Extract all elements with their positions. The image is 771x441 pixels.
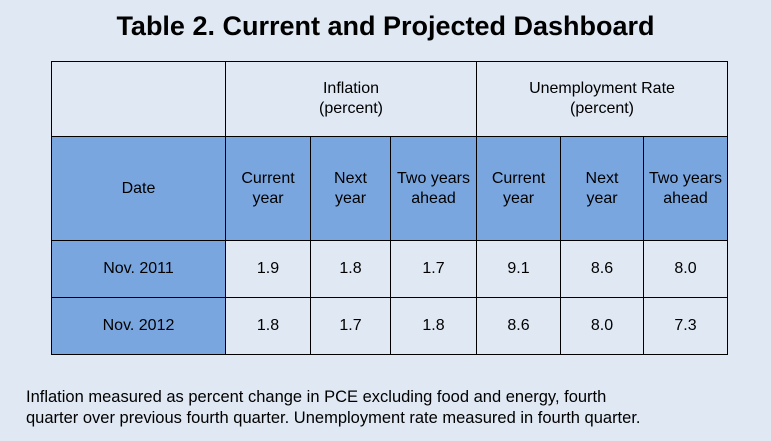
table-cell: 1.9 — [225, 240, 311, 298]
group-header-inflation: Inflation (percent) — [225, 61, 477, 137]
subheader-row: Date Current year Next year Two years ah… — [51, 136, 728, 241]
row-date: Nov. 2011 — [51, 240, 226, 298]
table-row: Nov. 2011 1.9 1.8 1.7 9.1 8.6 8.0 — [51, 240, 728, 298]
table-cell: 9.1 — [476, 240, 561, 298]
table-cell: 8.0 — [560, 297, 644, 355]
page-title: Table 2. Current and Projected Dashboard — [116, 11, 655, 41]
table-row: Nov. 2012 1.8 1.7 1.8 8.6 8.0 7.3 — [51, 297, 728, 355]
table-cell: 1.8 — [310, 240, 391, 298]
group-header-unemployment: Unemployment Rate (percent) — [476, 61, 728, 137]
corner-cell — [51, 61, 226, 137]
subheader-inflation-two-years: Two years ahead — [390, 136, 477, 241]
subheader-inflation-next: Next year — [310, 136, 391, 241]
table-cell: 8.6 — [476, 297, 561, 355]
table-cell: 1.8 — [225, 297, 311, 355]
table-cell: 1.7 — [390, 240, 477, 298]
dashboard-table: Inflation (percent) Unemployment Rate (p… — [51, 61, 728, 355]
table-caption: Inflation measured as percent change in … — [26, 388, 641, 427]
subheader-inflation-current: Current year — [225, 136, 311, 241]
table-cell: 1.8 — [390, 297, 477, 355]
subheader-unemployment-next: Next year — [560, 136, 644, 241]
table-cell: 7.3 — [643, 297, 728, 355]
table-cell: 8.6 — [560, 240, 644, 298]
table-cell: 8.0 — [643, 240, 728, 298]
group-header-row: Inflation (percent) Unemployment Rate (p… — [51, 61, 728, 137]
row-date: Nov. 2012 — [51, 297, 226, 355]
date-header: Date — [51, 136, 226, 241]
subheader-unemployment-two-years: Two years ahead — [643, 136, 728, 241]
table-cell: 1.7 — [310, 297, 391, 355]
subheader-unemployment-current: Current year — [476, 136, 561, 241]
